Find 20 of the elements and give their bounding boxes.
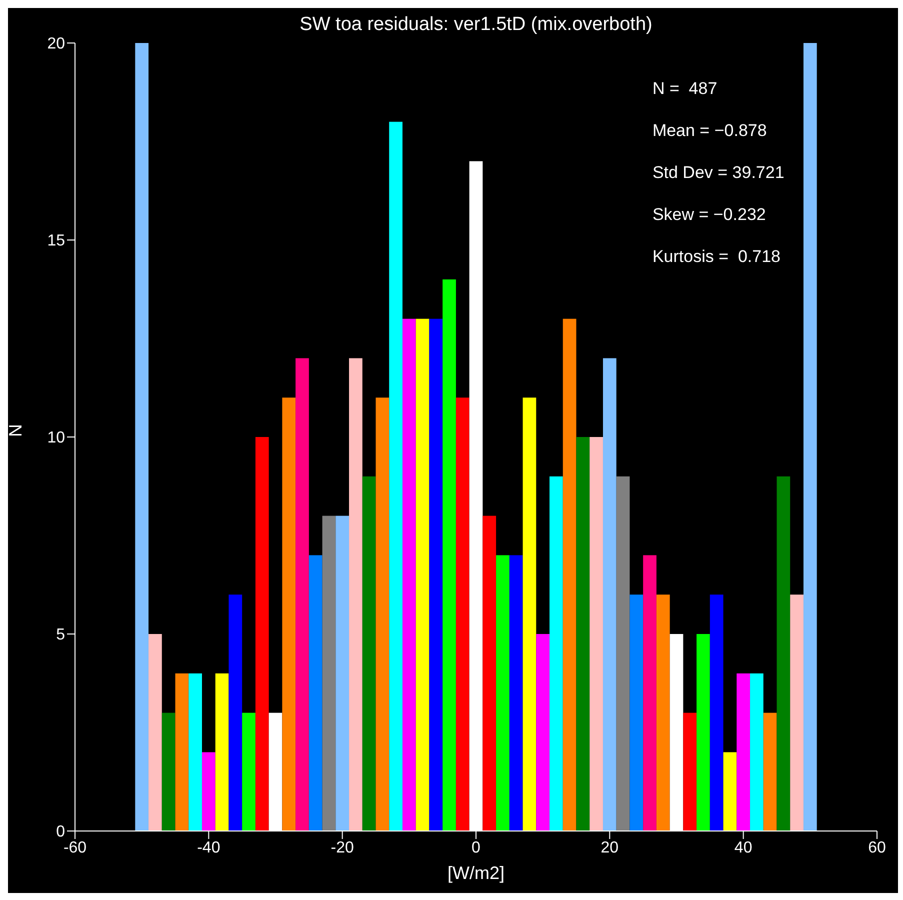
annotation: Kurtosis = 0.718	[652, 247, 780, 267]
x-tick-label: 20	[600, 839, 619, 856]
annotation: N = 487	[652, 79, 718, 99]
x-tick-label: 0	[472, 839, 481, 856]
x-tick-label: -60	[63, 839, 87, 856]
y-tick-label: 15	[47, 232, 66, 250]
x-tick-label: -20	[330, 839, 354, 856]
annotation: Std Dev = 39.721	[652, 163, 784, 183]
chart-title: SW toa residuals: ver1.5tD (mix.overboth)	[298, 14, 654, 36]
y-tick-label: 20	[47, 36, 66, 53]
annotation: Mean = −0.878	[652, 121, 767, 141]
y-tick-label: 10	[47, 430, 66, 447]
x-axis-title: [W/m2]	[448, 863, 504, 883]
y-tick-label: 5	[56, 626, 66, 644]
annotation: Skew = −0.232	[652, 205, 766, 225]
x-tick-label: 40	[734, 839, 752, 856]
y-tick-label: 0	[56, 824, 66, 841]
x-tick-label: -40	[197, 839, 220, 856]
y-axis-title: N	[5, 424, 26, 437]
x-tick-label: 60	[868, 839, 886, 856]
